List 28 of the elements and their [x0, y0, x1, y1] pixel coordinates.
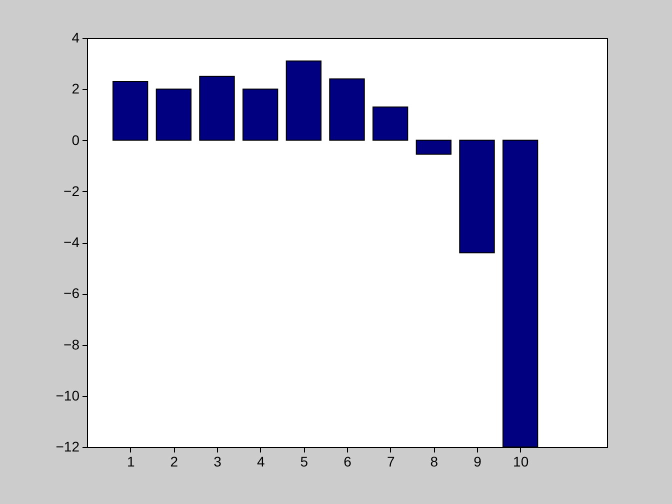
bar	[199, 76, 235, 141]
x-tick-label: 5	[300, 454, 308, 470]
y-tick-label: −4	[64, 234, 80, 250]
y-tick-label: −6	[64, 285, 80, 302]
y-tick-label: 0	[72, 132, 80, 148]
y-tick-label: 4	[72, 30, 80, 46]
y-tick-label: −8	[64, 336, 80, 352]
bar	[416, 140, 452, 155]
x-tick-label: 6	[344, 454, 352, 470]
bar	[286, 60, 322, 141]
y-tick-label: −12	[56, 438, 80, 454]
bar	[459, 140, 495, 254]
x-tick-label: 1	[126, 454, 135, 470]
x-tick-label: 9	[474, 454, 482, 470]
x-tick-label: 8	[430, 454, 438, 470]
x-tick-label: 10	[513, 454, 529, 470]
x-tick-label: 2	[170, 454, 178, 470]
y-tick-label: −2	[64, 182, 80, 199]
x-tick-label: 7	[386, 454, 395, 470]
bar	[242, 88, 278, 141]
y-tick-label: 2	[72, 80, 80, 97]
y-tick-label: −10	[56, 387, 80, 404]
bar	[112, 80, 148, 141]
bar	[156, 88, 192, 141]
bar	[372, 106, 408, 141]
x-tick-label: 4	[256, 454, 265, 470]
bar	[329, 78, 365, 141]
x-tick-label: 3	[214, 454, 222, 470]
